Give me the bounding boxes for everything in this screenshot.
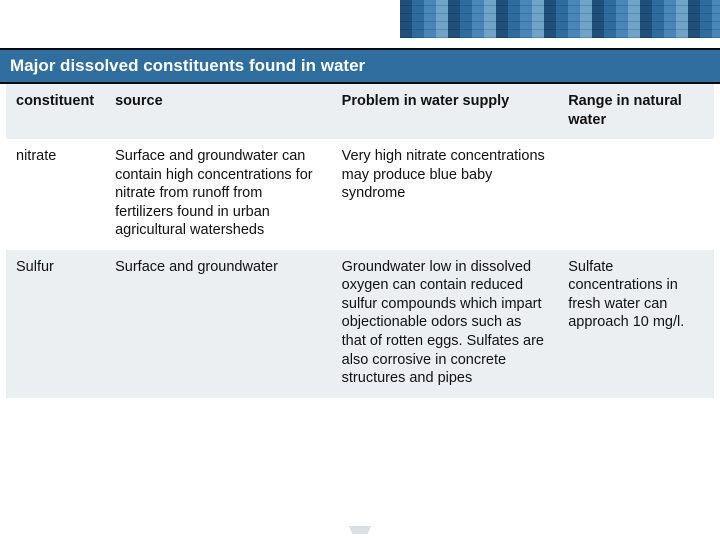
slide-title-bar: Major dissolved constituents found in wa…	[0, 50, 720, 82]
cell-problem: Very high nitrate concentrations may pro…	[332, 139, 559, 250]
cell-source: Surface and groundwater can contain high…	[105, 139, 332, 250]
table-header-row: constituent source Problem in water supp…	[6, 84, 714, 139]
header-pattern	[400, 0, 720, 38]
table-row: Sulfur Surface and groundwater Groundwat…	[6, 250, 714, 398]
cell-constituent: Sulfur	[6, 250, 105, 398]
cell-source: Surface and groundwater	[105, 250, 332, 398]
constituents-table: constituent source Problem in water supp…	[6, 84, 714, 398]
col-source: source	[105, 84, 332, 139]
constituents-table-wrap: constituent source Problem in water supp…	[6, 84, 714, 398]
cell-range	[558, 139, 714, 250]
col-constituent: constituent	[6, 84, 105, 139]
cell-range: Sulfate concentrations in fresh water ca…	[558, 250, 714, 398]
cell-constituent: nitrate	[6, 139, 105, 250]
cell-problem: Groundwater low in dissolved oxygen can …	[332, 250, 559, 398]
col-range: Range in natural water	[558, 84, 714, 139]
footer-tab-icon	[349, 526, 371, 534]
table-row: nitrate Surface and groundwater can cont…	[6, 139, 714, 250]
col-problem: Problem in water supply	[332, 84, 559, 139]
slide-title: Major dissolved constituents found in wa…	[10, 56, 365, 76]
